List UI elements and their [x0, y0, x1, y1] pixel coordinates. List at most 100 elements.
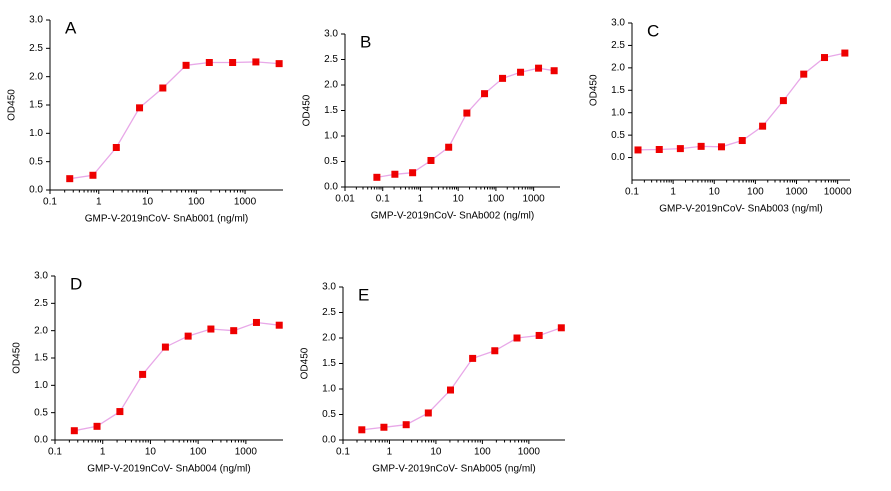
marker: [358, 426, 366, 434]
marker: [275, 60, 283, 68]
y-tick-label: 1.5: [29, 100, 43, 111]
marker: [821, 54, 829, 62]
curve: [69, 61, 280, 180]
curve: [361, 327, 562, 431]
marker: [229, 59, 237, 66]
x-axis-label: GMP-V-2019nCoV- SnAb005 (ng/ml): [372, 464, 535, 475]
marker: [230, 327, 238, 335]
marker: [70, 427, 78, 435]
x-axis-label: GMP-V-2019nCoV- SnAb001 (ng/ml): [85, 214, 248, 225]
y-tick-label: 0.5: [34, 407, 48, 418]
x-tick-label: 10: [142, 197, 154, 208]
y-tick-label: 2.5: [322, 307, 336, 318]
marker: [445, 143, 453, 151]
y-tick-label: 2.5: [324, 54, 338, 65]
y-tick-label: 2.5: [34, 298, 48, 309]
marker: [481, 90, 489, 98]
y-tick-label: 0.0: [611, 152, 625, 163]
y-tick-label: 0.0: [322, 435, 336, 446]
curve: [637, 52, 846, 151]
y-tick-label: 3.0: [29, 15, 43, 26]
marker: [841, 49, 849, 57]
marker: [447, 386, 455, 394]
marker: [499, 74, 507, 82]
y-tick-label: 0.5: [29, 156, 43, 167]
x-tick-label: 1: [100, 447, 106, 458]
marker: [634, 146, 642, 154]
marker: [424, 409, 432, 417]
y-tick-label: 3.0: [611, 18, 625, 29]
y-tick-label: 2.0: [34, 325, 48, 336]
x-tick-label: 10: [145, 447, 157, 458]
marker: [427, 156, 435, 164]
marker: [373, 173, 381, 181]
y-axis-label: OD450: [589, 74, 600, 106]
y-tick-label: 0.0: [34, 435, 48, 446]
marker: [779, 97, 787, 105]
y-tick-label: 0.5: [322, 409, 336, 420]
y-tick-label: 2.5: [611, 40, 625, 51]
marker: [517, 68, 525, 76]
marker: [738, 137, 746, 145]
y-tick-label: 1.5: [324, 105, 338, 116]
marker: [89, 171, 97, 179]
x-tick-label: 0.1: [376, 194, 390, 205]
panel-letter: D: [70, 274, 82, 293]
marker: [759, 122, 767, 130]
y-tick-label: 2.5: [29, 43, 43, 54]
panel-letter: A: [65, 18, 77, 37]
x-tick-label: 0.1: [625, 187, 639, 198]
x-tick-label: 1: [387, 447, 393, 458]
marker: [469, 354, 477, 362]
x-tick-label: 1000: [234, 197, 257, 208]
y-tick-label: 3.0: [34, 271, 48, 282]
marker: [491, 347, 499, 355]
marker: [252, 58, 260, 66]
x-tick-label: 100: [488, 194, 505, 205]
panel-letter: E: [358, 285, 369, 304]
y-axis-label: OD450: [302, 94, 313, 126]
marker: [557, 324, 565, 332]
marker: [112, 144, 120, 151]
y-tick-label: 0.0: [29, 185, 43, 196]
y-tick-label: 1.5: [34, 353, 48, 364]
x-tick-label: 1: [96, 197, 102, 208]
x-tick-label: 10: [453, 194, 465, 205]
marker: [800, 70, 808, 78]
x-tick-label: 10000: [824, 187, 852, 198]
x-tick-label: 1000: [518, 447, 541, 458]
marker: [159, 84, 167, 92]
curve: [74, 321, 280, 432]
marker: [184, 332, 192, 340]
x-tick-label: 100: [188, 197, 205, 208]
y-tick-label: 1.0: [611, 107, 625, 118]
marker: [409, 169, 417, 177]
y-tick-label: 1.0: [324, 131, 338, 142]
y-axis-label: OD450: [12, 342, 23, 374]
y-tick-label: 0.5: [324, 156, 338, 167]
marker: [207, 325, 215, 333]
marker: [93, 422, 101, 430]
x-tick-label: 100: [190, 447, 207, 458]
marker: [402, 421, 410, 429]
x-axis-label: GMP-V-2019nCoV- SnAb003 (ng/ml): [659, 204, 822, 215]
marker: [513, 334, 521, 342]
y-tick-label: 1.5: [322, 358, 336, 369]
marker: [535, 331, 543, 339]
x-tick-label: 0.1: [48, 447, 62, 458]
marker: [116, 408, 124, 416]
y-tick-label: 1.5: [611, 85, 625, 96]
y-tick-label: 0.0: [324, 182, 338, 193]
x-tick-label: 1000: [523, 194, 546, 205]
x-tick-label: 1: [418, 194, 424, 205]
y-tick-label: 3.0: [324, 29, 338, 40]
marker: [463, 109, 471, 117]
marker: [66, 175, 74, 183]
x-tick-label: 1: [670, 187, 676, 198]
marker: [275, 321, 283, 329]
panel-letter: B: [360, 32, 371, 51]
marker: [380, 423, 388, 431]
x-tick-label: 100: [474, 447, 491, 458]
y-tick-label: 2.0: [611, 62, 625, 73]
